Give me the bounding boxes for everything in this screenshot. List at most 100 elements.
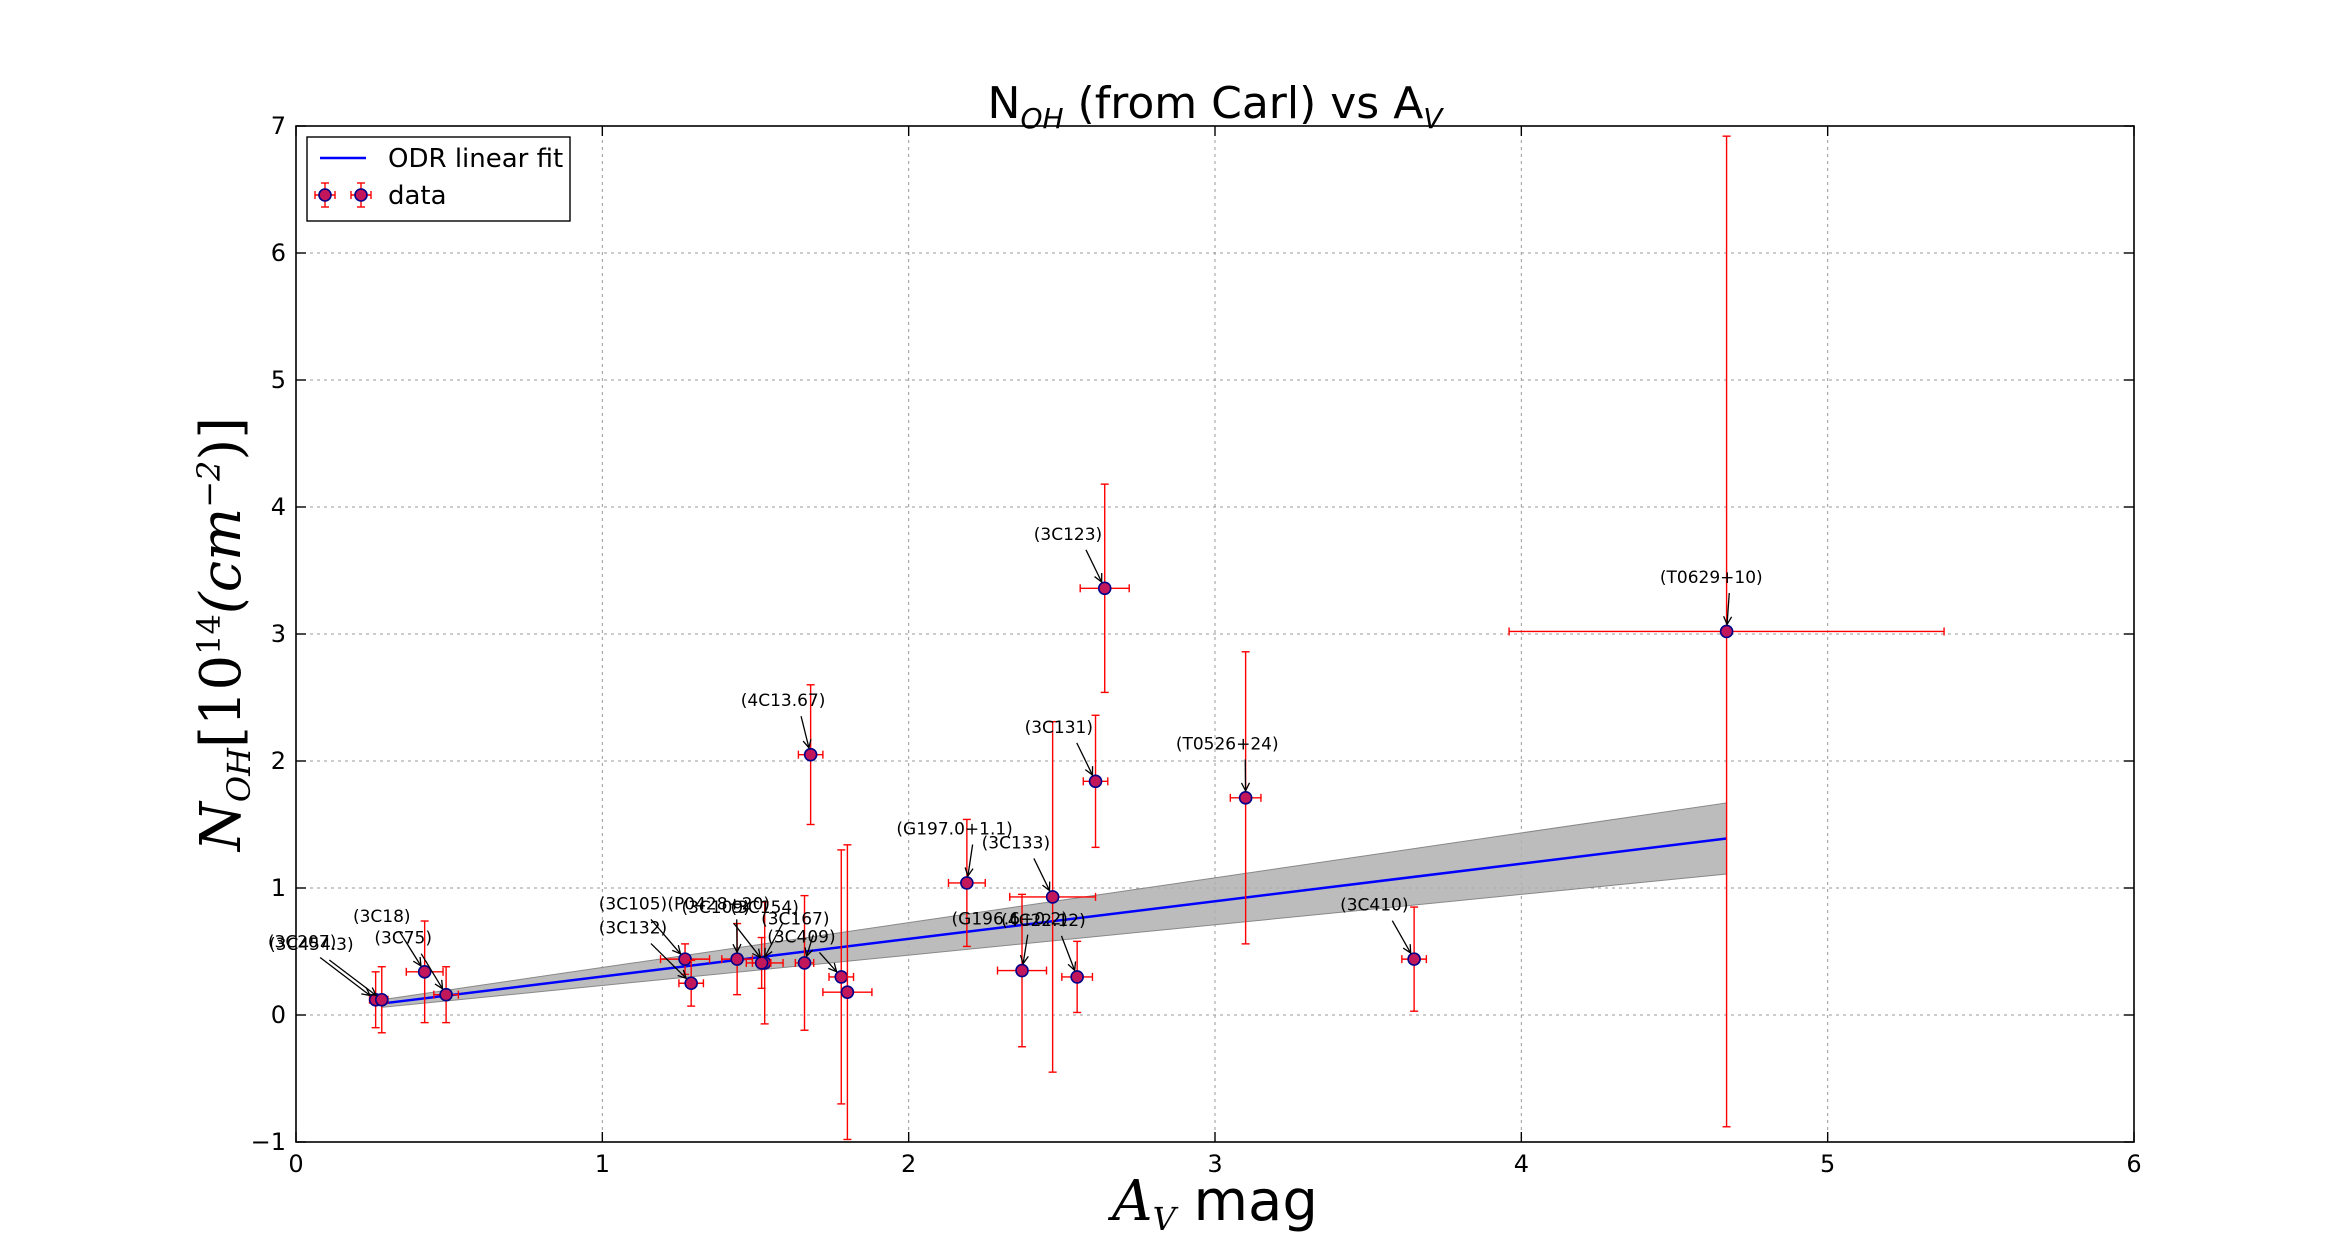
title-sub2: V bbox=[1423, 102, 1444, 135]
annotation-arrow-head bbox=[1042, 881, 1051, 892]
data-point bbox=[996, 893, 1048, 1048]
data-points-layer bbox=[368, 135, 1945, 1141]
data-point-marker bbox=[840, 985, 855, 999]
annotation-arrow-head bbox=[964, 867, 974, 878]
point-annotation-label: (3C18) bbox=[353, 907, 411, 927]
point-annotation-label: (G197.0+1.1) bbox=[896, 819, 1012, 839]
point-annotation-label: (3C109) bbox=[681, 898, 749, 918]
legend-data-marker bbox=[314, 182, 336, 208]
legend-data-label: data bbox=[388, 181, 447, 211]
annotation-arrow-line bbox=[1726, 592, 1730, 625]
xlabel-sub: V bbox=[1153, 1200, 1179, 1238]
x-tick-label: 4 bbox=[1514, 1150, 1529, 1178]
annotation-arrow-head bbox=[361, 987, 372, 997]
x-tick-label: 6 bbox=[2126, 1150, 2141, 1178]
xlabel-main: A bbox=[1107, 1169, 1152, 1234]
annotation-arrow-head bbox=[1019, 954, 1029, 966]
y-tick-label: 1 bbox=[271, 874, 286, 902]
annotation-arrow-head bbox=[1067, 961, 1077, 972]
data-point-marker bbox=[960, 876, 974, 890]
y-tick-label: −1 bbox=[251, 1128, 286, 1156]
data-point-marker bbox=[1015, 963, 1029, 978]
ylabel-unitsup: −2 bbox=[190, 461, 228, 508]
data-point bbox=[751, 936, 772, 990]
xlabel-rest: mag bbox=[1176, 1169, 1318, 1234]
point-annotation-label: (3C132) bbox=[599, 919, 667, 939]
data-point-marker bbox=[803, 747, 818, 762]
data-point bbox=[659, 943, 711, 976]
point-annotation-label: (3C454.3) bbox=[269, 935, 354, 955]
data-point-marker bbox=[1088, 774, 1103, 789]
data-point-marker bbox=[834, 970, 849, 984]
title-main: N bbox=[988, 78, 1021, 129]
data-point bbox=[433, 966, 460, 1024]
data-point bbox=[797, 684, 824, 826]
ylabel-rest: [10 bbox=[189, 655, 254, 748]
data-point bbox=[1061, 940, 1094, 1014]
chart-title: NOH (from Carl) vs AV bbox=[988, 78, 1445, 135]
annotation-arrow-head bbox=[1240, 782, 1251, 793]
annotation-arrow-line bbox=[967, 844, 974, 877]
x-tick-label: 5 bbox=[1820, 1150, 1835, 1178]
point-annotation-label: (P0428+20) bbox=[667, 894, 770, 914]
x-tick-label: 2 bbox=[901, 1150, 916, 1178]
y-tick-label: 4 bbox=[271, 493, 286, 521]
point-annotation-label: (3C131) bbox=[1025, 718, 1093, 738]
y-tick-label: 7 bbox=[271, 112, 286, 140]
point-annotation-label: (3C105) bbox=[599, 894, 667, 914]
annotation-arrow-line bbox=[650, 943, 687, 979]
point-annotation-label: (G196.6+0.2) bbox=[952, 910, 1068, 930]
data-point-marker bbox=[1097, 581, 1112, 596]
annotation-arrow-head bbox=[752, 948, 762, 959]
data-point bbox=[1508, 135, 1945, 1128]
point-annotation-label: (3C154) bbox=[730, 898, 798, 918]
annotation-arrow-line bbox=[818, 951, 838, 973]
point-annotation-label: (T0526+24) bbox=[1176, 734, 1279, 754]
data-point-marker bbox=[1719, 624, 1734, 639]
x-axis-label: AV mag bbox=[1107, 1169, 1318, 1238]
point-annotation-label: (T0629+10) bbox=[1660, 568, 1763, 588]
annotation-arrow-line bbox=[1022, 934, 1029, 964]
legend: ODR linear fit data bbox=[306, 136, 571, 222]
ylabel-sub: OH bbox=[220, 747, 258, 802]
annotation-arrow-head bbox=[434, 979, 444, 990]
data-point bbox=[1229, 651, 1262, 945]
y-tick-label: 2 bbox=[271, 747, 286, 775]
data-point-marker bbox=[730, 952, 744, 966]
data-point-marker bbox=[439, 987, 453, 1002]
data-point-marker bbox=[678, 952, 692, 966]
fit-line bbox=[381, 837, 1727, 1005]
point-annotation-label: (3C123) bbox=[1034, 525, 1102, 545]
point-annotation-label: (3C409) bbox=[767, 927, 835, 947]
ylabel-sup: 14 bbox=[190, 614, 228, 655]
x-tick-label: 0 bbox=[288, 1150, 303, 1178]
title-mid: (from Carl) vs A bbox=[1064, 78, 1424, 129]
point-annotation-label: (4C13.67) bbox=[741, 691, 826, 711]
annotation-arrow-head bbox=[671, 944, 682, 955]
annotation-arrow-line bbox=[1391, 920, 1412, 954]
y-tick-label: 0 bbox=[271, 1001, 286, 1029]
data-point-marker bbox=[797, 956, 812, 970]
annotation-arrow-head bbox=[1723, 615, 1733, 626]
x-tick-label: 1 bbox=[595, 1150, 610, 1178]
point-annotation-label: (3C410) bbox=[1340, 896, 1408, 916]
ylabel-main: N bbox=[189, 800, 254, 853]
legend-data-marker bbox=[350, 182, 372, 208]
data-point bbox=[794, 894, 815, 1031]
annotation-arrow-line bbox=[800, 716, 810, 749]
annotation-arrow-head bbox=[804, 947, 814, 958]
data-point-marker bbox=[1045, 890, 1060, 904]
y-tick-label: 6 bbox=[271, 239, 286, 267]
data-point-marker bbox=[1070, 970, 1084, 984]
data-point bbox=[678, 959, 705, 1007]
annotation-arrow-head bbox=[677, 969, 688, 980]
annotation-arrow-line bbox=[764, 922, 784, 958]
data-point-marker bbox=[318, 188, 332, 202]
data-point-marker bbox=[684, 976, 698, 991]
annotation-arrow-line bbox=[733, 922, 761, 958]
point-annotation-label: (4C22.12) bbox=[1001, 911, 1086, 931]
annotation-arrow-line bbox=[399, 931, 422, 967]
annotation-arrow-line bbox=[328, 959, 377, 997]
annotation-arrow-head bbox=[412, 956, 422, 968]
